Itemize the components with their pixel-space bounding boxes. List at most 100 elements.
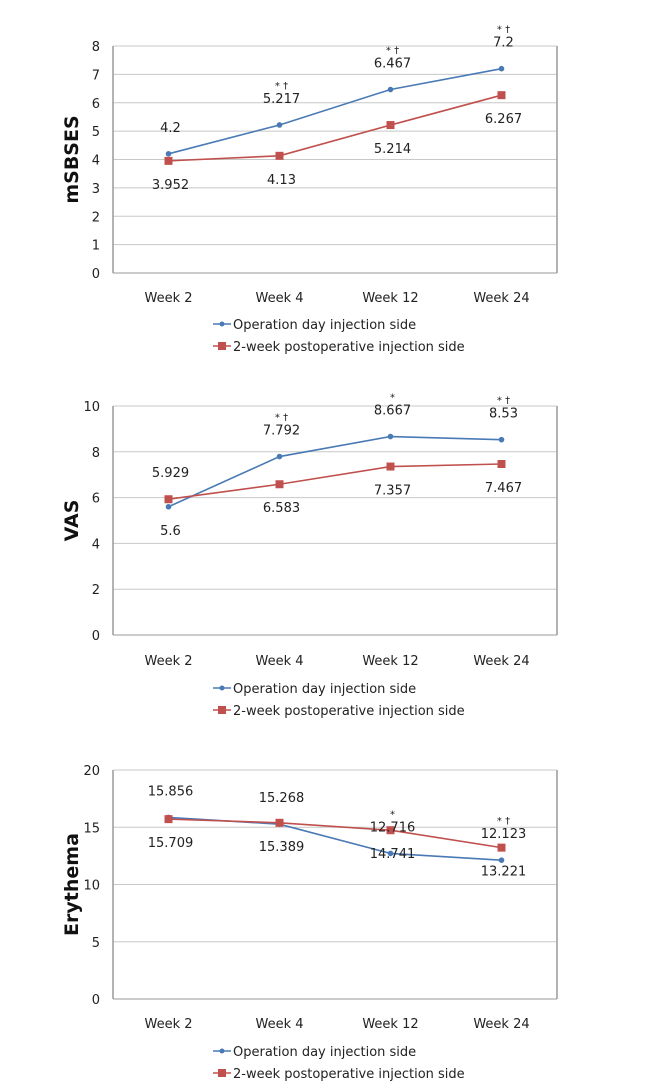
data-label: 7.357 <box>374 484 411 499</box>
y-tick-label: 5 <box>92 125 100 140</box>
data-label: 15.856 <box>148 784 194 799</box>
y-axis-title: Erythema <box>61 833 83 936</box>
legend-square-icon <box>218 342 226 350</box>
y-tick-label: 5 <box>92 936 100 951</box>
data-label: 15.389 <box>259 840 305 855</box>
data-label: 5.214 <box>374 142 411 157</box>
y-tick-label: 8 <box>92 446 100 461</box>
data-point-square <box>164 815 173 824</box>
legend-label: Operation day injection side <box>233 1045 416 1060</box>
x-category-label: Week 4 <box>255 291 303 306</box>
data-label: 4.2 <box>160 121 181 136</box>
x-category-label: Week 24 <box>473 654 529 669</box>
significance-marker: * † <box>275 81 288 92</box>
data-point-square <box>164 495 173 504</box>
series-line <box>168 816 502 861</box>
series-line <box>168 818 502 849</box>
x-category-label: Week 12 <box>362 654 418 669</box>
y-tick-label: 7 <box>92 68 100 83</box>
chart-vas-svg: 0 2 4 6 8 10 VAS Week 2 Week 4 Week 12 Week 24 5.6 7… <box>61 393 558 719</box>
data-point-square <box>386 826 395 835</box>
data-point-square <box>497 460 506 469</box>
significance-marker: * <box>390 809 395 820</box>
data-point-square <box>164 156 173 165</box>
y-tick-label: 10 <box>83 879 100 894</box>
significance-marker: * † <box>386 45 399 56</box>
legend-diamond-icon <box>219 685 225 691</box>
data-point-square <box>275 151 284 160</box>
data-point-square <box>497 91 506 100</box>
data-point-diamond <box>498 857 505 863</box>
significance-marker: * <box>390 393 395 404</box>
data-point-square <box>497 843 506 852</box>
data-label: 7.2 <box>493 36 514 51</box>
data-label: 4.13 <box>267 173 296 188</box>
legend-square-icon <box>218 706 226 714</box>
x-category-label: Week 4 <box>255 654 303 669</box>
y-tick-label: 4 <box>92 537 100 552</box>
legend-label: Operation day injection side <box>233 682 416 697</box>
data-point-diamond <box>387 86 394 93</box>
y-tick-label: 4 <box>92 154 100 169</box>
data-label: 3.952 <box>152 178 189 193</box>
legend-label: Operation day injection side <box>233 318 416 333</box>
x-category-label: Week 24 <box>473 291 529 306</box>
data-label: 8.667 <box>374 404 411 419</box>
y-tick-label: 6 <box>92 97 100 112</box>
data-point-square <box>275 818 284 827</box>
series-line <box>168 463 502 501</box>
x-category-label: Week 2 <box>144 654 192 669</box>
chart-msbses: 0 1 2 3 4 5 6 7 8 mSBSES Week 2 Week 4 Week 12 Week 2… <box>0 0 647 370</box>
significance-marker: * † <box>275 413 288 424</box>
data-point-diamond <box>498 65 505 72</box>
series-line <box>168 67 502 155</box>
data-label: 6.267 <box>485 112 522 127</box>
y-tick-label: 3 <box>92 182 100 197</box>
data-point-diamond <box>165 503 172 510</box>
data-label: 5.6 <box>160 524 181 539</box>
data-label: 13.221 <box>481 865 527 880</box>
y-tick-label: 15 <box>83 821 100 836</box>
data-label: 6.583 <box>263 501 300 516</box>
data-label: 12.123 <box>481 827 527 842</box>
x-category-label: Week 12 <box>362 1017 418 1032</box>
data-label: 7.792 <box>263 424 300 439</box>
y-tick-label: 2 <box>92 583 100 598</box>
legend-label: 2-week postoperative injection side <box>233 704 465 719</box>
x-category-label: Week 2 <box>144 291 192 306</box>
data-point-diamond <box>387 850 394 857</box>
y-tick-label: 0 <box>92 629 100 644</box>
y-tick-label: 2 <box>92 210 100 225</box>
chart-vas: 0 2 4 6 8 10 VAS Week 2 Week 4 Week 12 Week 24 5.6 7… <box>61 393 558 719</box>
x-category-label: Week 4 <box>255 1017 303 1032</box>
data-label: 7.467 <box>485 481 522 496</box>
data-label: 8.53 <box>489 407 518 422</box>
data-label: 5.929 <box>152 466 189 481</box>
significance-marker: * † <box>497 25 510 36</box>
legend-label: 2-week postoperative injection side <box>233 340 465 355</box>
y-tick-label: 1 <box>92 239 100 254</box>
data-point-diamond <box>387 433 394 440</box>
data-label: 15.709 <box>148 836 194 851</box>
data-label: 6.467 <box>374 56 411 71</box>
x-category-label: Week 12 <box>362 291 418 306</box>
y-axis-title: VAS <box>61 500 83 542</box>
legend-label: 2-week postoperative injection side <box>233 1067 465 1082</box>
data-point-diamond <box>498 436 505 443</box>
significance-marker: * † <box>497 816 510 827</box>
data-point-diamond <box>276 122 283 128</box>
data-label: 15.268 <box>259 791 305 806</box>
data-label: 12.716 <box>370 820 416 835</box>
data-point-square <box>386 462 395 471</box>
y-tick-label: 0 <box>92 267 100 282</box>
legend-square-icon <box>218 1069 226 1077</box>
significance-marker: * † <box>497 396 510 407</box>
data-label: 5.217 <box>263 92 300 107</box>
data-point-square <box>275 480 284 489</box>
x-category-label: Week 24 <box>473 1017 529 1032</box>
data-label: 14.741 <box>370 847 416 862</box>
series-line <box>168 435 502 508</box>
y-tick-label: 10 <box>83 400 100 415</box>
